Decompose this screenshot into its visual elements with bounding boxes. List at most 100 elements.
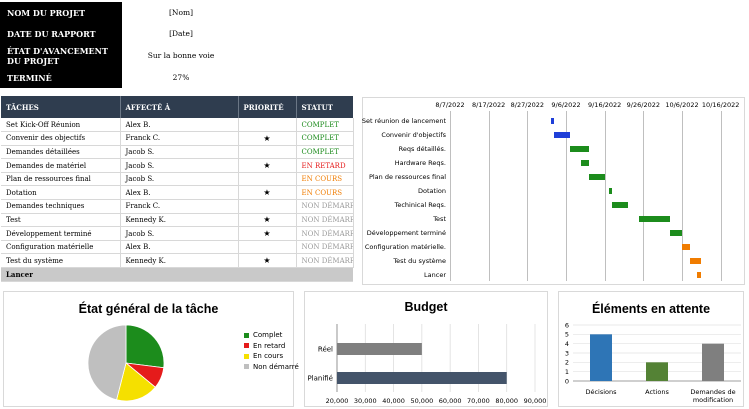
priority-cell[interactable]	[238, 199, 297, 214]
pending-bar[interactable]	[702, 343, 724, 381]
status-cell[interactable]: COMPLET	[296, 145, 354, 160]
assigned-cell[interactable]: Franck C.	[120, 131, 239, 146]
project-info-value[interactable]: [Nom]	[168, 8, 194, 17]
status-cell[interactable]: COMPLET	[296, 131, 354, 146]
assigned-cell[interactable]: Kennedy K.	[120, 213, 239, 228]
gantt-gridline	[682, 111, 683, 281]
gantt-bar[interactable]	[697, 272, 702, 278]
table-row[interactable]: Set Kick-Off Réunion Alex B. COMPLET	[1, 118, 354, 133]
task-cell[interactable]: Convenir des objectifs	[1, 131, 121, 146]
gantt-bar[interactable]	[682, 244, 690, 250]
pending-bar[interactable]	[646, 362, 668, 381]
header-status[interactable]: STATUT	[296, 96, 353, 118]
priority-cell[interactable]: ★	[238, 131, 297, 146]
task-cell[interactable]: Set Kick-Off Réunion	[1, 118, 121, 133]
gantt-gridline	[604, 111, 606, 281]
priority-cell[interactable]	[238, 172, 297, 187]
assigned-cell[interactable]: Alex B.	[120, 118, 239, 133]
table-row[interactable]: Dotation Alex B. ★ EN COURS	[1, 185, 354, 201]
status-cell[interactable]: NON DÉMARRÉ	[296, 226, 354, 241]
gantt-bar[interactable]	[554, 132, 570, 138]
assigned-cell[interactable]: Franck C.	[120, 199, 239, 214]
budget-card: Budget 20,000 30,000 40,000 50,000 60,000 70,…	[304, 291, 548, 407]
priority-cell[interactable]: ★	[238, 253, 297, 269]
pie-slice[interactable]	[125, 324, 165, 369]
assigned-cell[interactable]: Jacob S.	[120, 158, 239, 173]
budget-bar[interactable]	[337, 372, 507, 384]
legend-swatch	[244, 364, 249, 369]
project-info-value[interactable]: Sur la bonne voie	[147, 51, 215, 60]
gantt-bar[interactable]	[569, 146, 590, 152]
status-cell[interactable]: NON DÉMARRÉ	[296, 199, 354, 214]
task-cell[interactable]: Plan de ressources final	[1, 172, 121, 187]
gantt-bar[interactable]	[608, 188, 613, 194]
task-cell[interactable]: Demandes techniques	[1, 199, 121, 214]
legend-label: En cours	[253, 352, 284, 360]
table-row[interactable]: Convenir des objectifs Franck C. ★ COMPLET	[1, 131, 354, 146]
table-row-launch[interactable]: Lancer	[1, 267, 353, 282]
legend-swatch	[244, 332, 249, 338]
status-cell[interactable]: EN COURS	[296, 185, 354, 201]
assigned-cell[interactable]: Jacob S.	[120, 226, 239, 241]
assigned-cell[interactable]: Alex B.	[120, 240, 239, 255]
header-assigned[interactable]: AFFECTÉ À	[120, 96, 239, 118]
gantt-bar[interactable]	[689, 258, 702, 264]
gantt-bar[interactable]	[639, 216, 671, 222]
gantt-gridline	[450, 111, 451, 281]
status-cell[interactable]: EN RETARD	[296, 158, 354, 173]
priority-cell[interactable]: ★	[238, 213, 297, 228]
budget-bar[interactable]	[337, 343, 422, 355]
pie-slice[interactable]	[116, 362, 156, 402]
project-info-value[interactable]: 27%	[172, 73, 190, 82]
task-cell[interactable]: Test	[1, 213, 121, 228]
table-row[interactable]: Configuration matérielle Alex B. NON DÉMAR…	[1, 240, 354, 255]
task-cell[interactable]: Test du système	[1, 253, 121, 269]
task-cell[interactable]: Demandes de matériel	[1, 158, 121, 173]
status-cell[interactable]: COMPLET	[296, 118, 354, 133]
priority-cell[interactable]	[238, 145, 297, 160]
task-cell[interactable]: Lancer	[1, 267, 120, 282]
table-row[interactable]: Demandes de matériel Jacob S. ★ EN RETARD	[1, 158, 354, 173]
task-cell[interactable]: Dotation	[1, 185, 121, 201]
status-cell[interactable]: NON DÉMARRÉ	[296, 213, 354, 228]
gantt-bar[interactable]	[670, 230, 682, 236]
gantt-bar[interactable]	[612, 202, 628, 208]
gantt-bar[interactable]	[581, 160, 590, 166]
priority-cell[interactable]	[238, 240, 297, 255]
table-row[interactable]: Plan de ressources final Jacob S. EN COURS	[1, 172, 354, 187]
gantt-bar[interactable]	[550, 118, 555, 124]
pending-items-card: Éléments en attente 0 1 2 3 4 5 6 Décisions Acti…	[558, 291, 744, 407]
assigned-cell[interactable]: Alex B.	[120, 185, 239, 201]
budget-tick-label: 70,000	[467, 397, 490, 405]
assigned-cell[interactable]: Jacob S.	[120, 145, 239, 160]
table-row[interactable]: Demandes détaillées Jacob S. COMPLET	[1, 145, 354, 160]
assigned-cell[interactable]: Jacob S.	[120, 172, 239, 187]
pending-tick-label: 5	[565, 331, 569, 339]
budget-tick-label: 90,000	[524, 397, 547, 405]
header-priority[interactable]: PRIORITÉ	[238, 96, 297, 118]
task-cell[interactable]: Demandes détaillées	[1, 145, 121, 160]
project-info-value[interactable]: [Date]	[169, 29, 193, 38]
priority-cell[interactable]: ★	[238, 158, 297, 173]
task-cell[interactable]: Développement terminé	[1, 226, 121, 241]
assigned-cell[interactable]: Kennedy K.	[120, 253, 239, 269]
pie-slice[interactable]	[87, 324, 127, 401]
priority-cell[interactable]	[238, 118, 297, 133]
task-cell[interactable]: Configuration matérielle	[1, 240, 121, 255]
gantt-gridline	[488, 111, 490, 281]
priority-cell[interactable]: ★	[238, 226, 297, 241]
gantt-bar[interactable]	[589, 174, 605, 180]
status-cell[interactable]: NON DÉMARRÉ	[296, 253, 354, 269]
priority-cell[interactable]: ★	[238, 185, 297, 201]
pending-bar[interactable]	[590, 334, 612, 381]
header-tasks[interactable]: TÂCHES	[1, 96, 121, 118]
task-table: TÂCHES AFFECTÉ À PRIORITÉ STATUT Set Kic…	[1, 96, 354, 282]
status-cell[interactable]: NON DÉMARRÉ	[296, 240, 354, 255]
status-cell[interactable]: EN COURS	[296, 172, 354, 187]
project-info-label: DATE DU RAPPORT	[0, 23, 122, 44]
gantt-task-label: Techinical Reqs.	[394, 201, 446, 209]
